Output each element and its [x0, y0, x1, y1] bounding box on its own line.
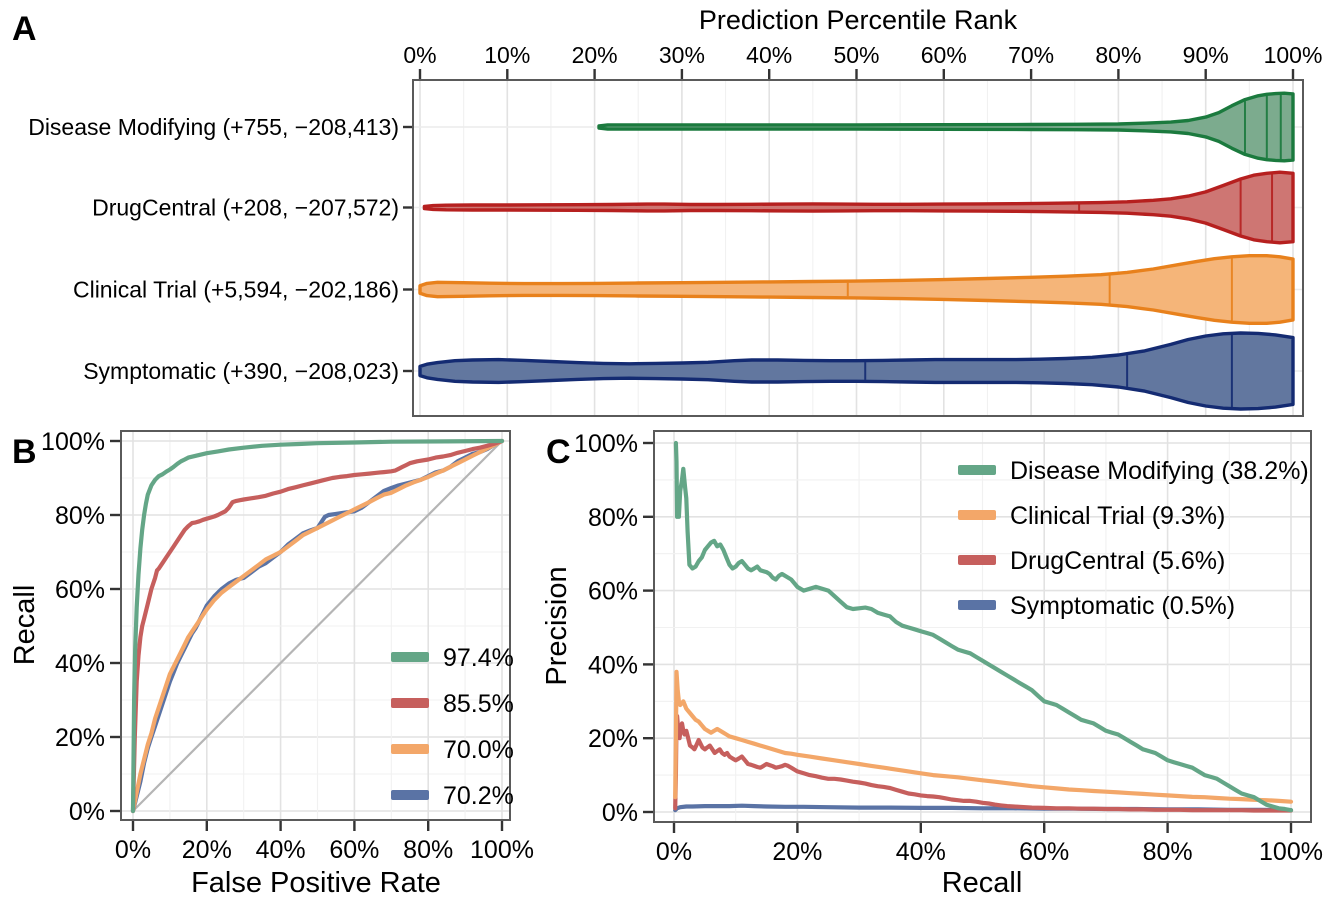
panel-b-axes: 0% 20% 40% 60% 80% 100% 0% 20% 40% 60% 80% 100%	[41, 428, 534, 864]
y-tick-label: 100%	[41, 428, 105, 456]
legend-label: Disease Modifying (38.2%)	[1010, 457, 1309, 485]
y-tick-label: 40%	[55, 650, 105, 678]
y-tick-label: 60%	[588, 578, 638, 606]
curve-drugcentral	[673, 714, 1294, 813]
x-tick-label: 40%	[896, 838, 946, 866]
x-tick-label: 70%	[1008, 42, 1054, 68]
violin-undefined	[418, 331, 1295, 411]
legend-label: 70.0%	[443, 736, 514, 764]
category-label: DrugCentral (+208, −207,572)	[92, 195, 399, 221]
violin-undefined	[422, 170, 1295, 245]
x-tick-label: 20%	[572, 42, 618, 68]
x-tick-label: 10%	[484, 42, 530, 68]
y-tick-label: 80%	[55, 502, 105, 530]
legend-swatch	[391, 790, 429, 800]
x-tick-label: 40%	[746, 42, 792, 68]
panel-a-frame	[412, 79, 1304, 417]
panel-a-axes: Disease Modifying (+755, −208,413) DrugCe…	[28, 42, 1322, 384]
panel-c-letter: C	[546, 433, 571, 471]
x-tick-label: 60%	[921, 42, 967, 68]
panel-b-y-axis-title: Recall	[9, 585, 41, 666]
legend-label: Symptomatic (0.5%)	[1010, 592, 1235, 620]
legend-label: 70.2%	[443, 782, 514, 810]
curve-drugcentral	[130, 438, 505, 814]
panel-border	[412, 79, 1304, 417]
panel-border	[653, 430, 1312, 823]
panel-border	[120, 430, 511, 821]
y-tick-label: 20%	[55, 724, 105, 752]
panel-a-violins	[418, 91, 1295, 411]
violin-undefined	[597, 91, 1295, 163]
x-tick-label: 20%	[772, 838, 822, 866]
panel-a-letter: A	[12, 10, 37, 48]
y-tick-label: 0%	[602, 799, 638, 827]
x-tick-label: 0%	[403, 42, 436, 68]
panel-c-legend: Disease Modifying (38.2%) Clinical Trial …	[958, 457, 1309, 620]
y-tick-label: 40%	[588, 651, 638, 679]
curve-clinical-trial	[673, 669, 1294, 804]
legend-swatch	[958, 465, 996, 475]
legend-label: 97.4%	[443, 644, 514, 672]
legend-swatch	[958, 555, 996, 565]
curve-disease-modifying	[130, 438, 505, 814]
legend-label: 85.5%	[443, 690, 514, 718]
x-tick-label: 30%	[659, 42, 705, 68]
panel-b-legend: 97.4% 85.5% 70.0% 70.2%	[391, 644, 514, 810]
y-tick-label: 100%	[574, 430, 638, 458]
panel-b-x-axis-title: False Positive Rate	[191, 867, 441, 899]
panel-c-frame	[653, 430, 1312, 823]
x-tick-label: 50%	[833, 42, 879, 68]
legend-swatch	[958, 600, 996, 610]
panel-c-axes: 0% 20% 40% 60% 80% 100% 0% 20% 40% 60% 80% 100%	[574, 430, 1323, 866]
legend-label: Clinical Trial (9.3%)	[1010, 502, 1225, 530]
panel-a-title: Prediction Percentile Rank	[699, 5, 1018, 35]
legend-label: DrugCentral (5.6%)	[1010, 547, 1225, 575]
x-tick-label: 80%	[1143, 838, 1193, 866]
y-tick-label: 20%	[588, 725, 638, 753]
legend-swatch	[958, 510, 996, 520]
x-tick-label: 80%	[1095, 42, 1141, 68]
category-label: Clinical Trial (+5,594, −202,186)	[73, 277, 399, 303]
legend-swatch	[391, 698, 429, 708]
category-label: Symptomatic (+390, −208,023)	[83, 358, 399, 384]
x-tick-label: 100%	[1264, 42, 1323, 68]
legend-swatch	[391, 744, 429, 754]
panel-b-curves	[130, 438, 505, 814]
x-tick-label: 60%	[329, 836, 379, 864]
x-tick-label: 80%	[403, 836, 453, 864]
panel-b-frame	[120, 430, 511, 821]
y-tick-label: 80%	[588, 504, 638, 532]
legend-swatch	[391, 652, 429, 662]
panel-c-x-axis-title: Recall	[942, 867, 1023, 899]
diagonal-reference-line	[132, 440, 503, 812]
y-tick-label: 0%	[69, 798, 105, 826]
curve-disease-modifying	[673, 440, 1294, 813]
y-tick-label: 60%	[55, 576, 105, 604]
panel-b: 0% 20% 40% 60% 80% 100% 0% 20% 40% 60% 80% 100% 97.…	[9, 428, 534, 899]
x-tick-label: 20%	[182, 836, 232, 864]
x-tick-label: 100%	[470, 836, 534, 864]
x-tick-label: 60%	[1019, 838, 1069, 866]
panel-b-letter: B	[12, 433, 37, 471]
x-tick-label: 0%	[656, 838, 692, 866]
x-tick-label: 0%	[115, 836, 151, 864]
x-tick-label: 90%	[1183, 42, 1229, 68]
panel-c-curves	[673, 440, 1294, 813]
panel-c: 0% 20% 40% 60% 80% 100% 0% 20% 40% 60% 80% 100% Dis…	[541, 430, 1323, 899]
category-label: Disease Modifying (+755, −208,413)	[28, 114, 399, 140]
panel-a: Disease Modifying (+755, −208,413) DrugCe…	[12, 5, 1322, 417]
x-tick-label: 40%	[256, 836, 306, 864]
curve-clinical-trial	[130, 438, 505, 814]
violin-undefined	[418, 254, 1295, 325]
panel-c-y-axis-title: Precision	[541, 566, 573, 685]
x-tick-label: 100%	[1259, 838, 1323, 866]
